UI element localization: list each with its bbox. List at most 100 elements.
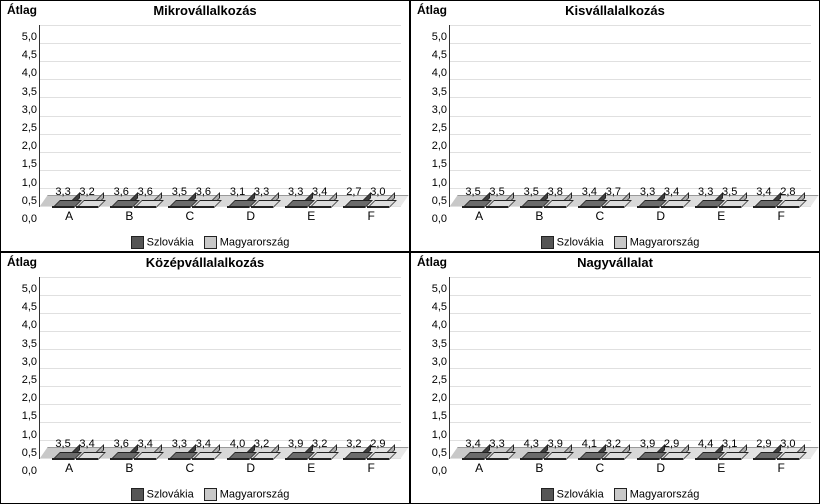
- legend: SzlovákiaMagyarország: [1, 236, 409, 249]
- bar-value-label: 3,0: [370, 186, 385, 198]
- bar-value-label: 2,9: [370, 438, 385, 450]
- y-tick: 5,0: [432, 283, 447, 295]
- y-tick: 5,0: [22, 283, 37, 295]
- bar-value-label: 2,7: [346, 186, 361, 198]
- bar-value-label: 4,4: [698, 438, 713, 450]
- y-tick: 1,0: [22, 177, 37, 189]
- y-tick: 1,5: [432, 158, 447, 170]
- bar-value-label: 2,9: [664, 438, 679, 450]
- bar-front: [462, 206, 484, 208]
- y-ticks: 0,00,51,01,52,02,53,03,54,04,55,0: [411, 277, 449, 459]
- y-axis-label: Átlag: [417, 3, 447, 17]
- bar-front: [777, 206, 799, 208]
- bar-front: [52, 458, 74, 460]
- y-tick: 4,0: [432, 319, 447, 331]
- y-ticks: 0,00,51,01,52,02,53,03,54,04,55,0: [1, 277, 39, 459]
- bar-front: [285, 206, 307, 208]
- bar-front: [753, 206, 775, 208]
- y-tick: 4,5: [432, 301, 447, 313]
- bar-front: [309, 206, 331, 208]
- bar-front: [52, 206, 74, 208]
- y-tick: 2,5: [22, 122, 37, 134]
- bar-front: [227, 206, 249, 208]
- plot-area: 3,53,53,53,83,43,73,33,43,33,53,42,8: [449, 25, 811, 207]
- bar-front: [544, 206, 566, 208]
- x-label: D: [246, 461, 255, 475]
- x-label: A: [65, 461, 73, 475]
- bar-front: [251, 206, 273, 208]
- x-label: E: [717, 461, 725, 475]
- bar-value-label: 3,6: [114, 186, 129, 198]
- chart-title: Kisvállalalkozás: [411, 3, 819, 18]
- legend-swatch-slovakia: [541, 236, 554, 249]
- y-tick: 1,5: [22, 410, 37, 422]
- y-tick: 3,0: [22, 104, 37, 116]
- bar-front: [602, 458, 624, 460]
- plot-area: 3,43,34,33,94,13,23,92,94,43,12,93,0: [449, 277, 811, 459]
- bar-front: [753, 458, 775, 460]
- legend-swatch-hungary: [204, 236, 217, 249]
- legend-label-slovakia: Szlovákia: [557, 488, 604, 500]
- bar-front: [110, 206, 132, 208]
- y-tick: 2,0: [432, 392, 447, 404]
- bar-front: [110, 458, 132, 460]
- bar-value-label: 3,2: [254, 438, 269, 450]
- bar-value-label: 3,4: [79, 438, 94, 450]
- y-tick: 3,5: [432, 86, 447, 98]
- bar-front: [367, 458, 389, 460]
- bar-value-label: 2,9: [756, 438, 771, 450]
- bar-value-label: 3,6: [196, 186, 211, 198]
- legend-label-hungary: Magyarország: [630, 236, 700, 248]
- y-tick: 0,5: [22, 447, 37, 459]
- bar-value-label: 3,1: [722, 438, 737, 450]
- y-tick: 2,5: [22, 374, 37, 386]
- y-tick: 3,5: [22, 338, 37, 350]
- y-tick: 0,0: [22, 465, 37, 477]
- y-tick: 3,0: [432, 356, 447, 368]
- bar-front: [661, 206, 683, 208]
- bar-front: [578, 206, 600, 208]
- legend-swatch-slovakia: [131, 236, 144, 249]
- bar-front: [695, 458, 717, 460]
- bar-front: [192, 458, 214, 460]
- bar-front: [520, 458, 542, 460]
- bar-front: [661, 458, 683, 460]
- y-tick: 1,0: [432, 429, 447, 441]
- legend-swatch-hungary: [204, 488, 217, 501]
- plot-area: 3,53,43,63,43,33,44,03,23,93,23,22,9: [39, 277, 401, 459]
- plot-area: 3,33,23,63,63,53,63,13,33,33,42,73,0: [39, 25, 401, 207]
- bar-value-label: 3,4: [756, 186, 771, 198]
- bar-value-label: 4,3: [524, 438, 539, 450]
- bar-front: [486, 206, 508, 208]
- bar-front: [309, 458, 331, 460]
- bar-front: [76, 458, 98, 460]
- y-tick: 4,0: [432, 67, 447, 79]
- bars-container: 3,43,34,33,94,13,23,92,94,43,12,93,0: [450, 277, 811, 458]
- bar-front: [76, 206, 98, 208]
- legend-swatch-slovakia: [541, 488, 554, 501]
- bars-container: 3,53,53,53,83,43,73,33,43,33,53,42,8: [450, 25, 811, 206]
- panel-mikro: MikrovállalkozásÁtlag0,00,51,01,52,02,53…: [0, 0, 410, 252]
- bar-value-label: 3,5: [55, 438, 70, 450]
- bar-value-label: 3,9: [288, 438, 303, 450]
- y-tick: 3,5: [432, 338, 447, 350]
- bar-value-label: 3,0: [780, 438, 795, 450]
- chart-title: Középvállalalkozás: [1, 255, 409, 270]
- y-tick: 1,5: [432, 410, 447, 422]
- y-tick: 1,0: [22, 429, 37, 441]
- x-label: B: [535, 209, 543, 223]
- y-axis-label: Átlag: [7, 255, 37, 269]
- bar-value-label: 3,3: [640, 186, 655, 198]
- y-tick: 5,0: [22, 31, 37, 43]
- bar-front: [462, 458, 484, 460]
- x-labels: ABCDEF: [449, 461, 811, 475]
- bar-front: [695, 206, 717, 208]
- legend-swatch-hungary: [614, 488, 627, 501]
- bar-value-label: 3,4: [664, 186, 679, 198]
- bar-value-label: 3,4: [196, 438, 211, 450]
- x-label: F: [368, 209, 375, 223]
- y-tick: 4,5: [22, 301, 37, 313]
- legend-label-hungary: Magyarország: [220, 488, 290, 500]
- bar-value-label: 3,5: [722, 186, 737, 198]
- panel-kis: KisvállalalkozásÁtlag0,00,51,01,52,02,53…: [410, 0, 820, 252]
